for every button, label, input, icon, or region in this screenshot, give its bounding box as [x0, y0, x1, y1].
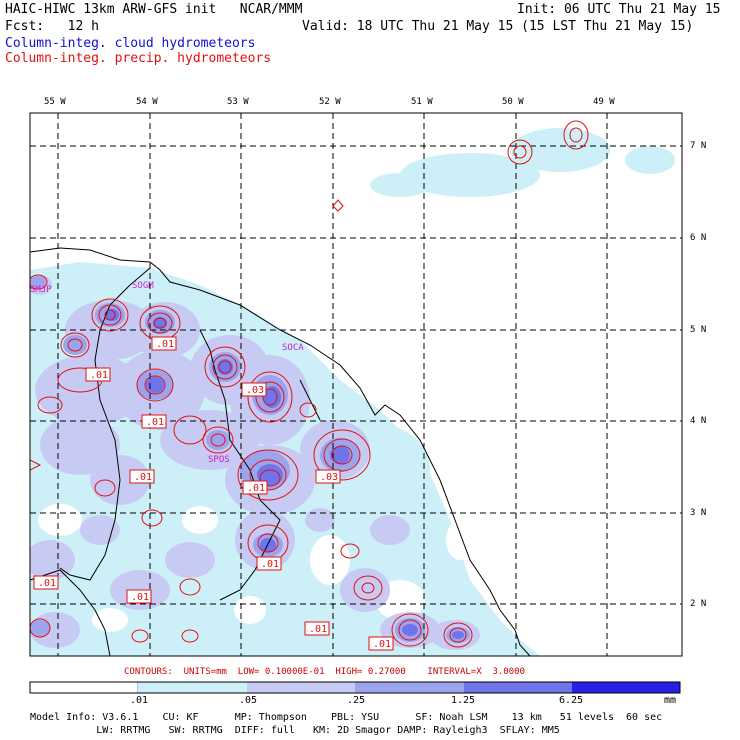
colorbar-tick-2: .25: [347, 695, 366, 706]
cloud-field-core: [105, 309, 464, 639]
colorbar-tick-4: 6.25: [559, 695, 584, 706]
contour-label: .01: [38, 578, 56, 589]
valid-time: Valid: 18 UTC Thu 21 May 15 (15 LST Thu …: [302, 19, 694, 34]
forecast-hour: Fcst: 12 h: [5, 19, 99, 34]
lat-label-3n: 3 N: [690, 508, 707, 518]
contour-label: .01: [134, 472, 152, 483]
lon-label-55w: 55 W: [44, 97, 66, 107]
contours-info: CONTOURS: UNITS=mm LOW= 0.10000E-01 HIGH…: [124, 667, 525, 677]
lon-label-53w: 53 W: [227, 97, 249, 107]
legend-cloud-hydrometeors: Column-integ. cloud hydrometeors: [5, 36, 256, 51]
contour-label: .01: [373, 639, 391, 650]
model-info-line-2: LW: RRTMG SW: RRTMG DIFF: full KM: 2D Sm…: [30, 725, 560, 736]
contour-label: .03: [246, 385, 264, 396]
station-spos: SPOS: [208, 455, 230, 465]
lon-label-49w: 49 W: [593, 97, 615, 107]
init-time: Init: 06 UTC Thu 21 May 15: [517, 2, 721, 17]
colorbar-unit: mm: [664, 695, 677, 706]
lat-label-4n: 4 N: [690, 416, 707, 426]
lat-lon-grid: [30, 113, 682, 656]
contour-label: .01: [247, 483, 265, 494]
model-info-line-1: Model Info: V3.6.1 CU: KF MP: Thompson P…: [30, 712, 663, 723]
lat-label-2n: 2 N: [690, 599, 707, 609]
colorbar-tick-0: .01: [130, 695, 149, 706]
legend-precip-hydrometeors: Column-integ. precip. hydrometeors: [5, 51, 272, 66]
lat-label-6n: 6 N: [690, 233, 707, 243]
lat-label-7n: 7 N: [690, 141, 707, 151]
lat-label-5n: 5 N: [690, 325, 707, 335]
station-smjp: SMJP: [30, 285, 52, 295]
colorbar-tick-3: 1.25: [451, 695, 476, 706]
station-sogm: SOGM: [132, 281, 154, 291]
colorbar-tick-1: .05: [239, 695, 258, 706]
contour-label: .01: [90, 370, 108, 381]
lon-label-50w: 50 W: [502, 97, 524, 107]
station-labels: SMJP SOGM SOCA SPOS: [30, 281, 304, 465]
contour-label: .03: [320, 472, 338, 483]
colorbar: [29, 681, 681, 694]
contour-label-boxes: .01 .01 .01 .03 .01 .03 .01 .01 .01 .01 …: [33, 336, 394, 651]
contour-label: .01: [261, 559, 279, 570]
contour-label: .01: [131, 592, 149, 603]
contour-label: .01: [309, 624, 327, 635]
contour-label: .01: [146, 417, 164, 428]
contour-label: .01: [156, 339, 174, 350]
precip-contours: [30, 120, 589, 648]
lon-label-51w: 51 W: [411, 97, 433, 107]
lon-label-54w: 54 W: [136, 97, 158, 107]
station-soca: SOCA: [282, 343, 304, 353]
lon-label-52w: 52 W: [319, 97, 341, 107]
plot-title: HAIC-HIWC 13km ARW-GFS init NCAR/MMM: [5, 2, 303, 17]
